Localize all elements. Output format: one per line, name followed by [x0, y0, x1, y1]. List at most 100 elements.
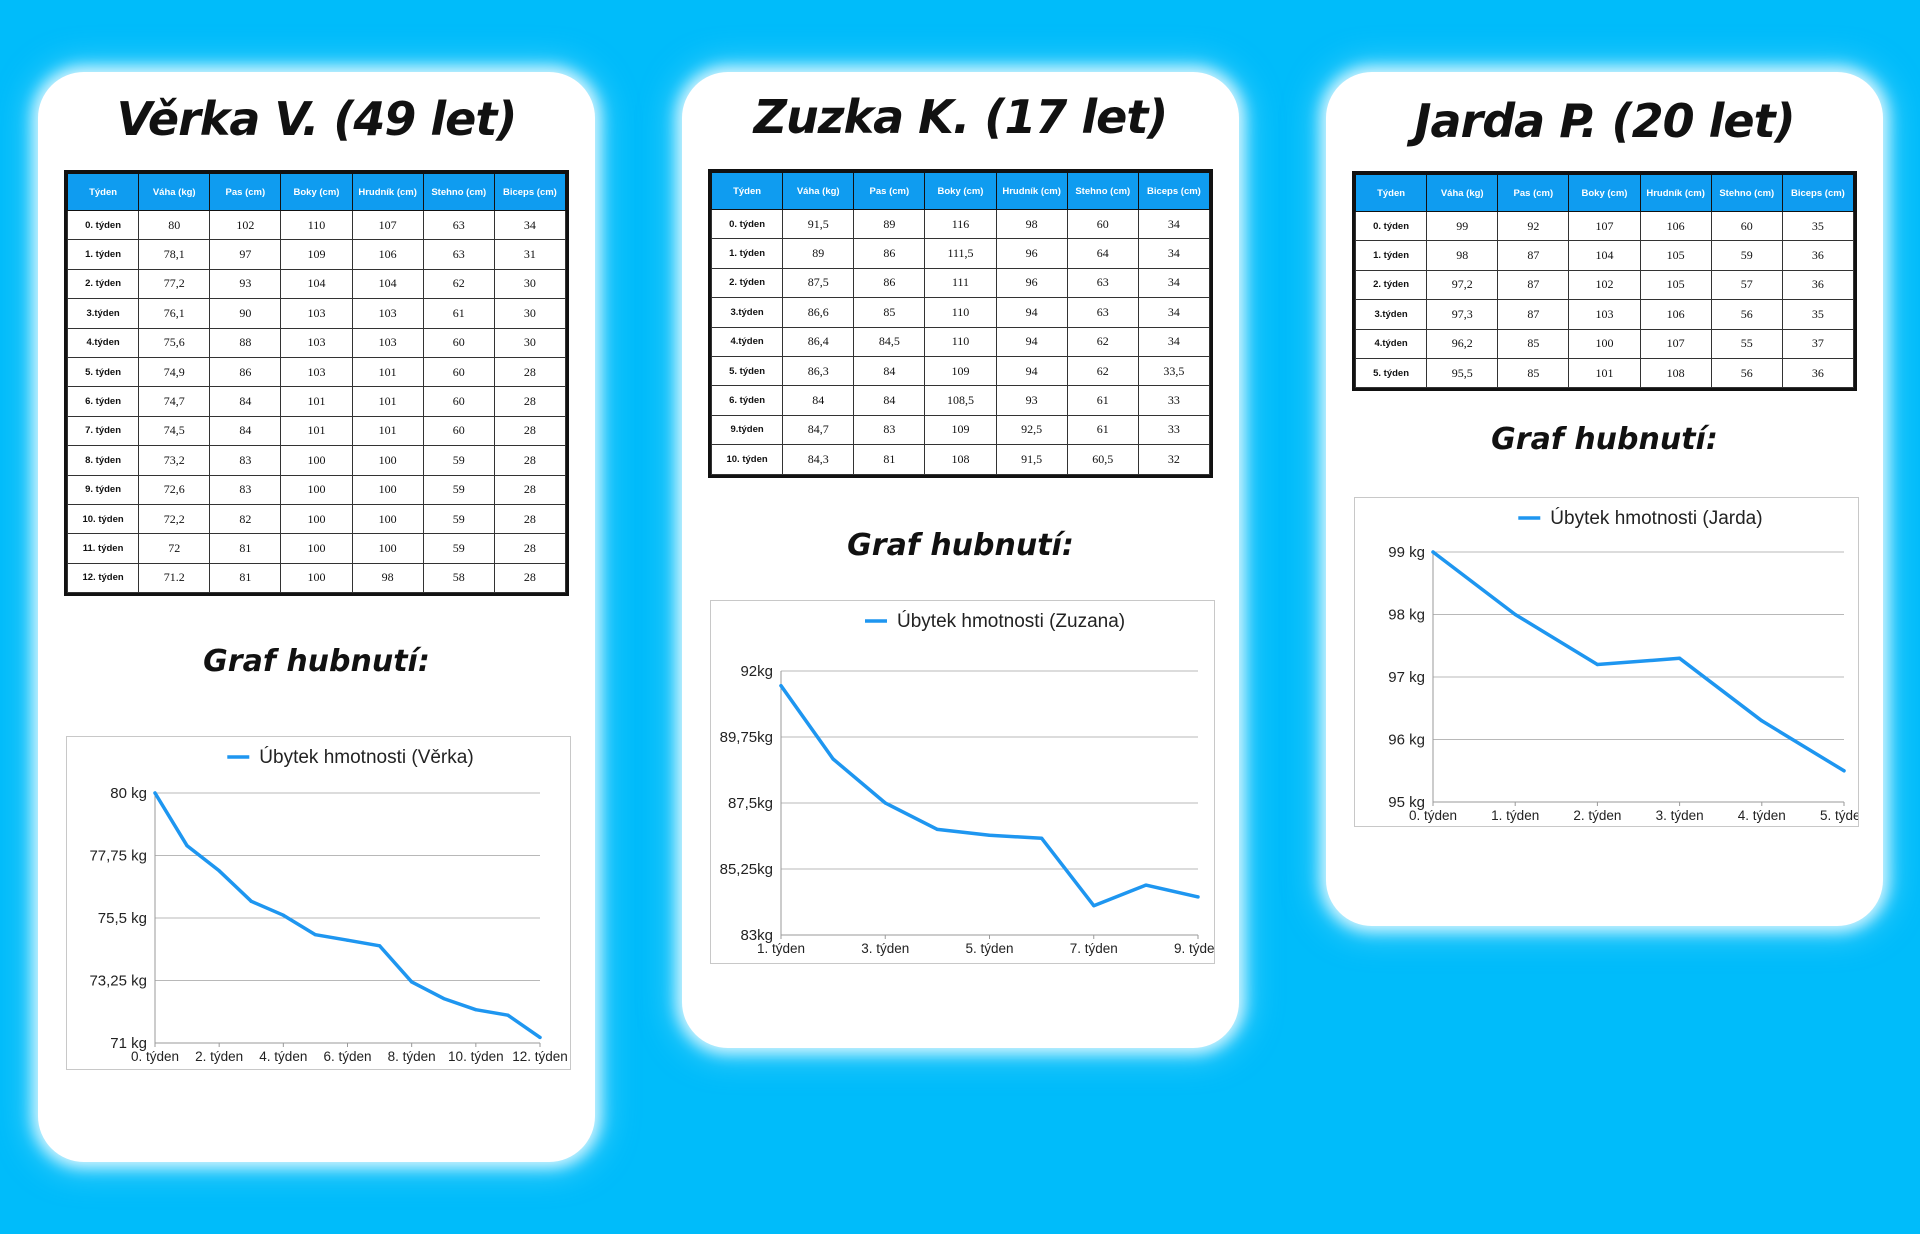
column-header: Váha (kg) [1426, 174, 1499, 212]
week-cell: 6. týden [710, 385, 784, 416]
table-row: 4.týden 75,6 88 103 103 60 30 [66, 327, 567, 358]
value-cell: 92 [1497, 210, 1570, 242]
value-cell: 63 [422, 209, 495, 241]
value-cell: 100 [351, 533, 424, 564]
value-cell: 108,5 [924, 385, 997, 416]
y-tick-label: 89,75kg [720, 729, 773, 746]
profile-card-zuzka: Zuzka K. (17 let) Týden Váha (kg) Pas (cm)… [682, 72, 1239, 1048]
table-row: 4.týden 96,2 85 100 107 55 37 [1354, 328, 1855, 359]
value-cell: 94 [995, 355, 1068, 387]
table-header-row: Týden Váha (kg) Pas (cm) Boky (cm) Hrudník (… [1354, 174, 1855, 212]
value-cell: 83 [209, 445, 282, 476]
column-header: Boky (cm) [924, 172, 997, 210]
value-cell: 101 [351, 415, 424, 447]
value-cell: 105 [1639, 269, 1712, 301]
data-point [281, 913, 285, 917]
value-cell: 106 [1639, 299, 1712, 330]
column-header: Biceps (cm) [1781, 174, 1855, 212]
value-cell: 56 [1710, 299, 1783, 330]
value-cell: 84,5 [853, 326, 926, 357]
value-cell: 87 [1497, 269, 1570, 301]
value-cell: 94 [995, 326, 1068, 357]
value-cell: 110 [924, 297, 997, 328]
value-cell: 85 [853, 297, 926, 328]
table-row: 10. týden 72,2 82 100 100 59 28 [66, 503, 567, 535]
value-cell: 28 [493, 562, 567, 594]
value-cell: 103 [351, 327, 424, 358]
value-cell: 96 [995, 238, 1068, 269]
y-tick-label: 99 kg [1388, 544, 1425, 561]
value-cell: 97,3 [1426, 299, 1499, 330]
value-cell: 98 [351, 562, 424, 594]
value-cell: 89 [853, 208, 926, 240]
value-cell: 34 [1137, 267, 1211, 299]
data-point [185, 844, 189, 848]
value-cell: 103 [351, 298, 424, 329]
x-tick-label: 8. týden [388, 1049, 436, 1064]
table-row: 3.týden 97,3 87 103 106 56 35 [1354, 299, 1855, 330]
week-cell: 5. týden [1354, 357, 1428, 389]
column-header: Stehno (cm) [1066, 172, 1139, 210]
week-cell: 6. týden [66, 386, 140, 417]
value-cell: 76,1 [138, 298, 211, 329]
value-cell: 109 [280, 239, 353, 270]
value-cell: 95,5 [1426, 357, 1499, 389]
week-cell: 2. týden [66, 268, 140, 300]
data-point [538, 1035, 542, 1040]
y-tick-label: 80 kg [110, 785, 147, 802]
data-point [506, 1013, 510, 1017]
column-header: Váha (kg) [782, 172, 855, 210]
value-cell: 83 [209, 474, 282, 505]
table-row: 6. týden 74,7 84 101 101 60 28 [66, 386, 567, 417]
week-cell: 0. týden [66, 209, 140, 241]
value-cell: 28 [493, 415, 567, 447]
data-point [779, 684, 783, 688]
profile-title: Zuzka K. (17 let) [753, 90, 1169, 144]
table-row: 3.týden 86,6 85 110 94 63 34 [710, 297, 1211, 328]
value-cell: 84 [209, 415, 282, 447]
value-cell: 104 [1568, 240, 1641, 271]
value-cell: 62 [1066, 326, 1139, 357]
value-cell: 97,2 [1426, 269, 1499, 301]
table-row: 0. týden 99 92 107 106 60 35 [1354, 210, 1855, 242]
value-cell: 33 [1137, 385, 1211, 416]
column-header: Týden [1354, 174, 1428, 212]
value-cell: 34 [493, 209, 567, 241]
value-cell: 107 [1639, 328, 1712, 359]
data-point [1040, 836, 1044, 840]
value-cell: 74,7 [138, 386, 211, 417]
data-point [1092, 904, 1096, 908]
value-cell: 87,5 [782, 267, 855, 299]
value-cell: 103 [1568, 299, 1641, 330]
value-cell: 102 [209, 209, 282, 241]
week-cell: 3.týden [1354, 299, 1428, 330]
week-cell: 10. týden [710, 444, 784, 475]
data-point [1595, 662, 1599, 667]
data-point [1760, 719, 1764, 723]
value-cell: 72,2 [138, 503, 211, 535]
value-cell: 106 [351, 239, 424, 270]
series-line [153, 791, 542, 1040]
table-row: 3.týden 76,1 90 103 103 61 30 [66, 298, 567, 329]
value-cell: 91,5 [995, 444, 1068, 475]
value-cell: 87 [1497, 299, 1570, 330]
value-cell: 74,9 [138, 356, 211, 388]
value-cell: 30 [493, 268, 567, 300]
value-cell: 96 [995, 267, 1068, 299]
value-cell: 60 [422, 327, 495, 358]
value-cell: 101 [280, 415, 353, 447]
profile-title: Věrka V. (49 let) [116, 92, 518, 146]
value-cell: 84,3 [782, 444, 855, 475]
value-cell: 116 [924, 208, 997, 240]
x-tick-label: 10. týden [448, 1049, 504, 1064]
value-cell: 62 [422, 268, 495, 300]
value-cell: 98 [995, 208, 1068, 240]
value-cell: 81 [209, 533, 282, 564]
x-tick-label: 0. týden [131, 1049, 179, 1064]
week-cell: 2. týden [710, 267, 784, 299]
value-cell: 93 [209, 268, 282, 300]
value-cell: 59 [1710, 240, 1783, 271]
week-cell: 5. týden [66, 356, 140, 388]
y-tick-label: 97 kg [1388, 669, 1425, 686]
value-cell: 60 [422, 386, 495, 417]
